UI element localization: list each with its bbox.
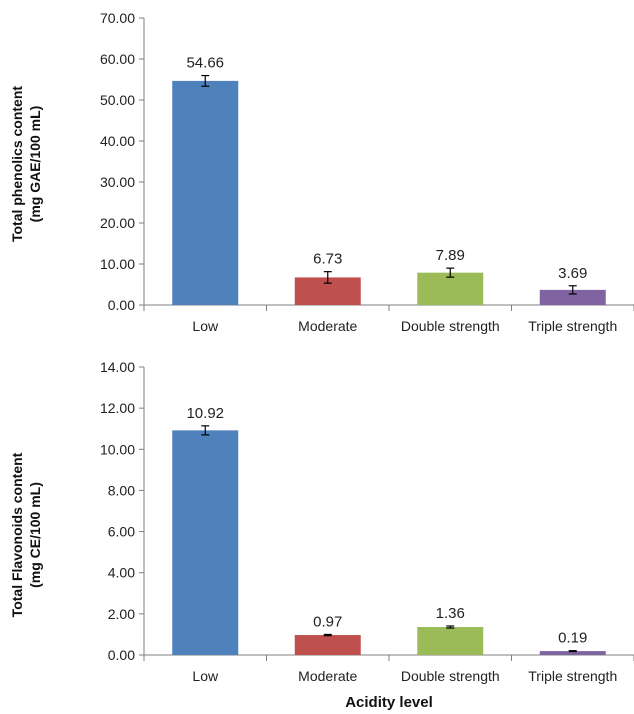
y-tick-label: 10.00: [100, 256, 135, 272]
bar-triple-strength: [539, 289, 606, 305]
category-label: Triple strength: [528, 668, 617, 684]
y-axis-label-line-1: Total phenolics content: [9, 86, 25, 242]
bar-low: [172, 80, 239, 305]
bar-double-strength: [417, 272, 484, 305]
y-tick-label: 50.00: [100, 92, 135, 108]
data-label: 10.92: [186, 405, 224, 422]
data-label: 6.73: [313, 251, 342, 268]
data-label: 0.97: [313, 613, 342, 630]
y-tick-label: 12.00: [100, 400, 135, 416]
category-label: Moderate: [298, 668, 357, 684]
y-tick-label: 8.00: [108, 482, 135, 498]
y-tick-label: 60.00: [100, 51, 135, 67]
y-tick-label: 0.00: [108, 297, 135, 313]
y-tick-label: 14.00: [100, 359, 135, 375]
y-axis-label-line-2: (mg CE/100 mL): [27, 482, 43, 588]
y-axis-label-line-2: (mg GAE/100 mL): [27, 106, 43, 223]
data-label: 7.89: [436, 247, 465, 264]
y-tick-label: 6.00: [108, 524, 135, 540]
phenolics-chart: 0.00 10.00 20.00 30.00 40.00 50.00 60.00 70.00 5…: [9, 10, 634, 334]
y-tick-label: 40.00: [100, 133, 135, 149]
bar-moderate: [294, 635, 361, 655]
x-axis-label: Acidity level: [345, 694, 433, 711]
category-label: Double strength: [401, 668, 500, 684]
y-axis-label-line-1: Total Flavonoids content: [9, 452, 25, 617]
category-label: Low: [192, 318, 219, 334]
y-tick-label: 10.00: [100, 441, 135, 457]
y-tick-label: 0.00: [108, 647, 135, 663]
y-tick-label: 70.00: [100, 10, 135, 26]
data-label: 1.36: [436, 605, 465, 622]
category-label: Double strength: [401, 318, 500, 334]
y-tick-label: 20.00: [100, 215, 135, 231]
y-tick-label: 4.00: [108, 565, 135, 581]
data-label: 3.69: [558, 265, 587, 282]
data-label: 0.19: [558, 630, 587, 647]
category-label: Triple strength: [528, 318, 617, 334]
bar-triple-strength: [539, 651, 606, 655]
y-tick-label: 2.00: [108, 606, 135, 622]
category-label: Low: [192, 668, 219, 684]
flavonoids-chart: 0.00 2.00 4.00 6.00 8.00 10.00 12.00 14.00 10.92…: [9, 359, 634, 711]
y-tick-label: 30.00: [100, 174, 135, 190]
bar-double-strength: [417, 627, 484, 655]
category-label: Moderate: [298, 318, 357, 334]
bar-low: [172, 430, 239, 655]
data-label: 54.66: [186, 55, 224, 72]
